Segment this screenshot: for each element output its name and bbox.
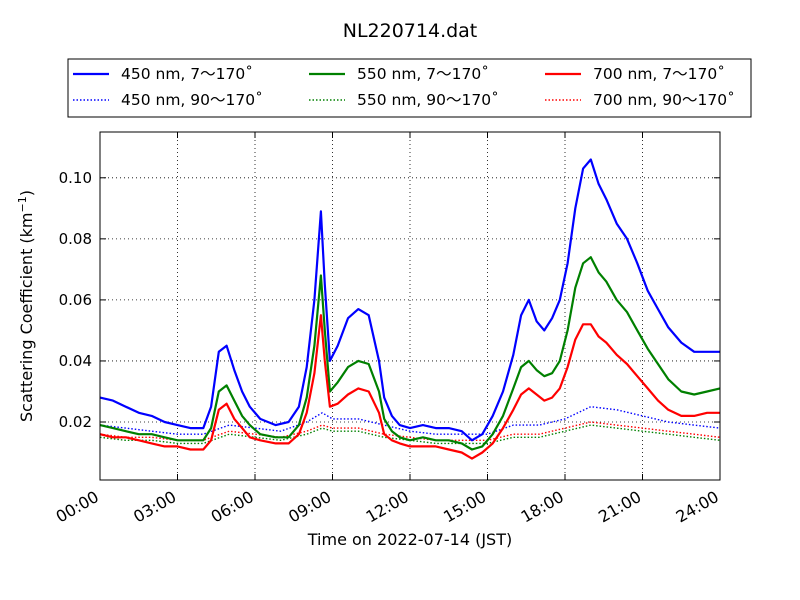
y-tick-label: 0.04 xyxy=(59,352,92,370)
x-axis-label: Time on 2022-07-14 (JST) xyxy=(307,530,512,549)
axis-ticks xyxy=(99,132,721,480)
legend: 450 nm, 7～170˚ 550 nm, 7～170˚ 700 nm, 7～17… xyxy=(67,58,752,118)
legend-label: 550 nm, 7～170˚ xyxy=(357,65,489,83)
y-tick-label: 0.08 xyxy=(59,230,92,248)
y-tick-label: 0.02 xyxy=(59,413,92,431)
legend-label: 700 nm, 7～170˚ xyxy=(593,65,725,83)
y-tick-label: 0.06 xyxy=(59,291,92,309)
series-layer xyxy=(99,158,721,460)
legend-label: 550 nm, 90～170˚ xyxy=(357,91,499,109)
series-line xyxy=(99,158,720,442)
legend-label: 700 nm, 90～170˚ xyxy=(593,91,735,109)
legend-label: 450 nm, 90～170˚ xyxy=(121,91,263,109)
series-line xyxy=(99,256,721,451)
y-axis-label-unit-superscript: −1 xyxy=(16,196,29,212)
y-tick-label: 0.10 xyxy=(59,169,92,187)
legend-label: 450 nm, 7～170˚ xyxy=(121,65,253,83)
y-tick-labels: 0.02 0.04 0.06 0.08 0.10 xyxy=(59,169,92,431)
series-line xyxy=(99,314,720,460)
chart-title: NL220714.dat xyxy=(343,20,478,42)
legend-box xyxy=(67,58,752,118)
y-axis-label-close: ) xyxy=(17,190,36,196)
y-axis-label: Scattering Coefficient (km−1) xyxy=(16,190,36,422)
y-axis-label-main: Scattering Coefficient (km xyxy=(17,212,36,422)
